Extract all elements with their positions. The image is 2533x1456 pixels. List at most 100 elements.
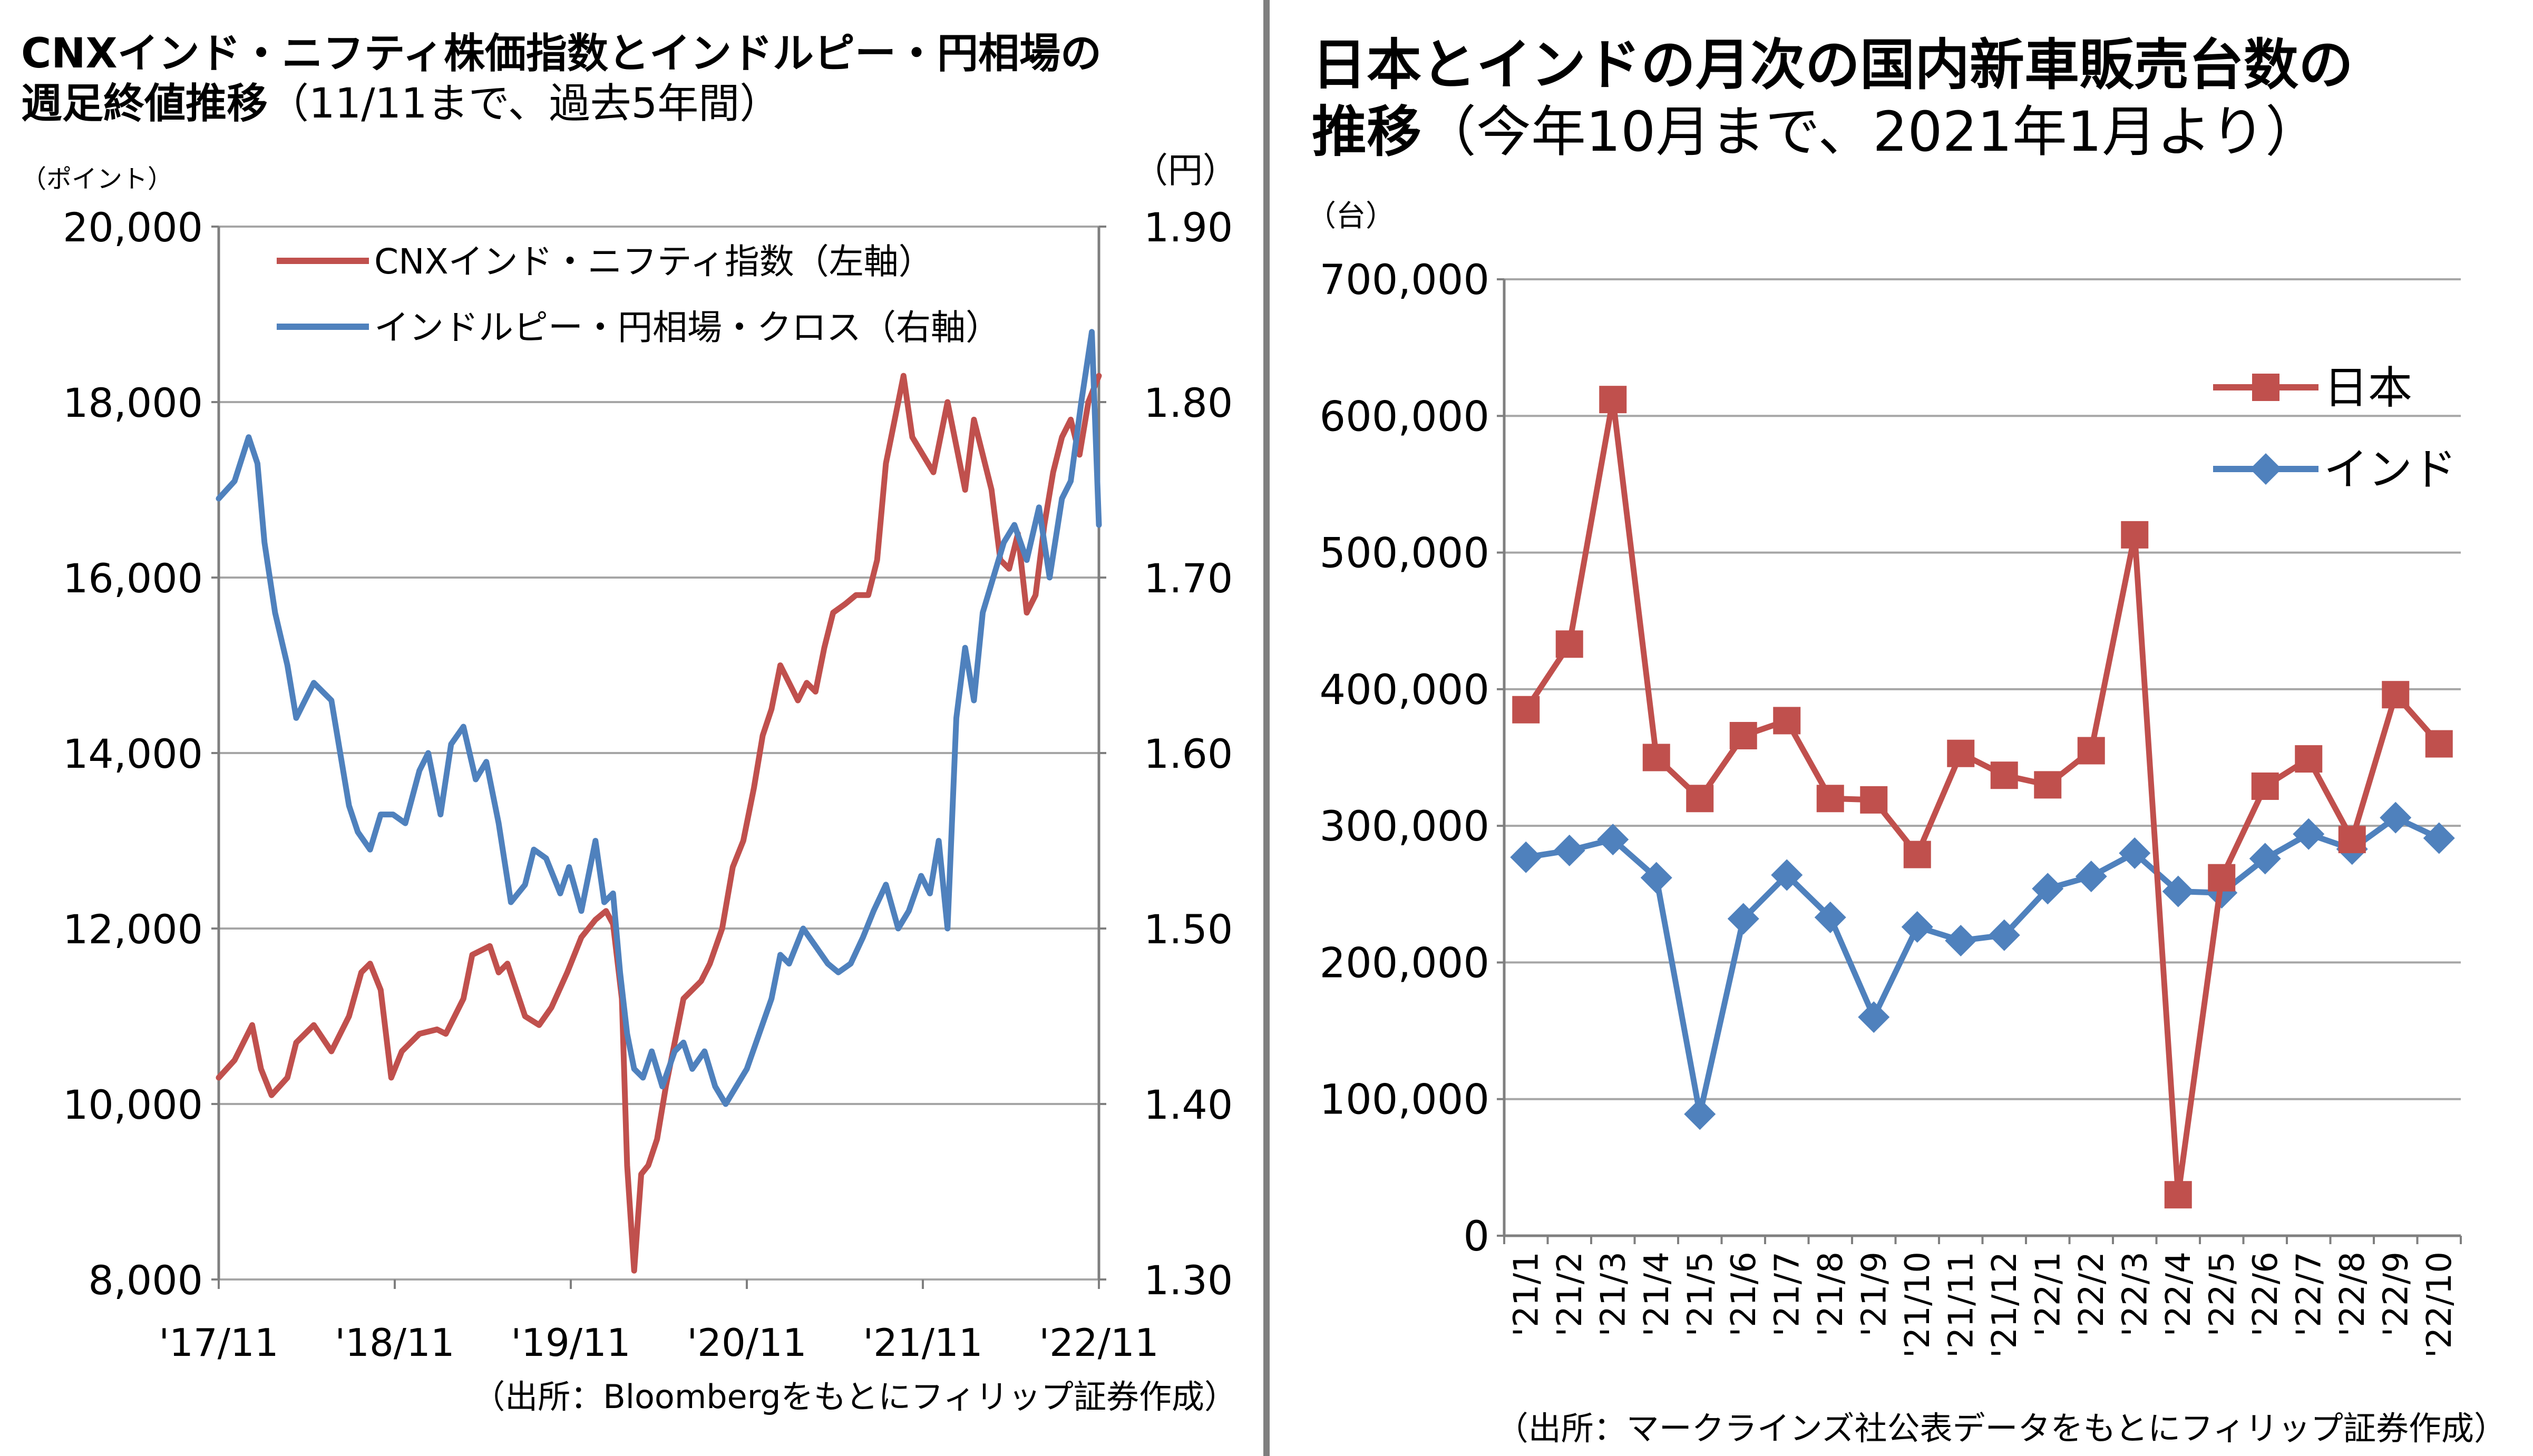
left-chart-title: CNXインド・ニフティ株価指数とインドルピー・円相場の 週足終値推移（11/11… xyxy=(21,29,1102,129)
india-data-point xyxy=(1814,901,1846,933)
left-y-tick-label: 20,000 xyxy=(63,204,203,251)
right-source-note: （出所：マークラインズ社公表データをもとにフィリップ証券作成） xyxy=(1495,1409,2507,1448)
japan-data-point xyxy=(2382,681,2410,709)
x-tick-label: '21/2 xyxy=(1551,1252,1590,1336)
japan-data-point xyxy=(2295,745,2323,773)
japan-data-point xyxy=(1816,785,1844,813)
x-tick-label: '22/9 xyxy=(2376,1252,2415,1336)
india-data-point xyxy=(1510,841,1542,873)
y-tick-label: 600,000 xyxy=(1319,393,1489,441)
y-tick-label: 300,000 xyxy=(1319,803,1489,851)
left-title-line2: 週足終値推移（11/11まで、過去5年間） xyxy=(21,79,1102,129)
x-tick-label: '18/11 xyxy=(335,1321,454,1365)
x-tick-label: '22/6 xyxy=(2246,1252,2285,1336)
y-tick-label: 0 xyxy=(1463,1213,1489,1260)
rupee-series-line xyxy=(216,329,1102,1107)
legend-entry: インドルピー・円相場・クロス（右軸） xyxy=(374,307,1000,348)
x-tick-label: '21/11 xyxy=(1942,1252,1981,1358)
japan-data-point xyxy=(2164,1181,2192,1209)
japan-data-point xyxy=(1773,707,1801,735)
y-tick-label: 400,000 xyxy=(1319,667,1489,714)
x-tick-label: '21/9 xyxy=(1855,1252,1894,1336)
car-sales-chart: 0 100,000 200,000 300,000 400,000 500,000 600,… xyxy=(1319,257,2462,1358)
x-tick-label: '22/8 xyxy=(2333,1252,2372,1336)
japan-data-point xyxy=(1729,722,1757,750)
x-tick-label: '19/11 xyxy=(511,1321,630,1365)
right-y-tick-label: 1.50 xyxy=(1144,906,1233,953)
right-chart-title: 日本とインドの月次の国内新車販売台数の 推移（今年10月まで、2021年1月より… xyxy=(1312,32,2353,165)
x-tick-label: '22/10 xyxy=(2420,1252,2459,1358)
y-tick-label: 500,000 xyxy=(1319,530,1489,578)
legend-entry: CNXインド・ニフティ指数（左軸） xyxy=(374,241,933,282)
x-tick-label: '22/4 xyxy=(2159,1252,2198,1336)
nifty-rupee-panel: CNXインド・ニフティ株価指数とインドルピー・円相場の 週足終値推移（11/11… xyxy=(0,0,1266,1456)
india-data-point xyxy=(1597,824,1629,856)
nifty-rupee-chart: 8,000 1.30 10,000 1.40 12,000 1.50 14,000 1.60 1… xyxy=(63,204,1233,1365)
right-title-note: （今年10月まで、2021年1月より） xyxy=(1421,99,2320,164)
japan-data-point xyxy=(1555,630,1583,658)
india-data-point xyxy=(1553,834,1585,866)
india-data-point xyxy=(1901,911,1933,943)
japan-data-point xyxy=(1903,841,1931,868)
japan-data-point xyxy=(2251,772,2279,800)
left-title-main: 週足終値推移 xyxy=(21,80,268,128)
sales-axis-unit: （台） xyxy=(1307,199,1395,233)
legend-entry: インド xyxy=(2324,444,2457,495)
x-tick-label: '17/11 xyxy=(159,1321,278,1365)
japan-data-point xyxy=(2208,864,2236,892)
right-y-tick-label: 1.70 xyxy=(1144,555,1233,602)
japan-series-line xyxy=(1523,396,2441,1198)
x-tick-label: '22/1 xyxy=(2029,1252,2068,1336)
japan-data-point xyxy=(2034,771,2062,799)
right-y-tick-label: 1.80 xyxy=(1144,379,1233,426)
japan-data-point xyxy=(1599,386,1627,414)
india-data-point xyxy=(1858,1001,1890,1033)
left-y-tick-label: 16,000 xyxy=(63,555,203,602)
left-y-tick-label: 14,000 xyxy=(63,730,203,777)
left-axis-unit: （ポイント） xyxy=(21,164,173,194)
india-series-line xyxy=(1525,815,2441,1117)
japan-data-point xyxy=(1947,739,1975,767)
y-tick-label: 700,000 xyxy=(1319,257,1489,304)
japan-data-point xyxy=(1642,744,1670,771)
y-tick-label: 200,000 xyxy=(1319,940,1489,987)
india-data-point xyxy=(2162,875,2194,907)
x-tick-label: '22/5 xyxy=(2203,1252,2242,1336)
india-data-point xyxy=(2119,837,2151,869)
x-tick-label: '21/8 xyxy=(1811,1252,1850,1336)
japan-data-point xyxy=(1686,785,1714,813)
india-data-point xyxy=(1771,859,1803,891)
india-data-point xyxy=(2293,818,2325,850)
japan-data-point xyxy=(2425,730,2453,758)
left-y-tick-label: 18,000 xyxy=(63,379,203,426)
x-tick-label: '22/11 xyxy=(1039,1321,1158,1365)
india-data-point xyxy=(1684,1098,1716,1130)
x-tick-label: '21/1 xyxy=(1507,1252,1546,1336)
x-tick-label: '21/6 xyxy=(1725,1252,1764,1336)
india-legend-marker xyxy=(2250,453,2282,485)
right-axis-unit: （円） xyxy=(1133,150,1238,191)
x-tick-label: '22/7 xyxy=(2290,1252,2329,1336)
india-data-point xyxy=(2075,861,2107,893)
y-tick-label: 100,000 xyxy=(1319,1077,1489,1124)
india-data-point xyxy=(2423,822,2455,854)
india-data-point xyxy=(2249,843,2281,875)
nifty-series-line xyxy=(216,373,1102,1274)
japan-legend-marker xyxy=(2252,374,2279,401)
india-data-point xyxy=(1727,903,1759,935)
car-sales-panel: 日本とインドの月次の国内新車販売台数の 推移（今年10月まで、2021年1月より… xyxy=(1266,0,2533,1456)
legend-entry: 日本 xyxy=(2324,362,2412,414)
india-data-point xyxy=(2380,802,2412,834)
india-data-point xyxy=(1945,924,1977,956)
x-tick-label: '22/2 xyxy=(2072,1252,2111,1336)
right-y-tick-label: 1.40 xyxy=(1144,1081,1233,1128)
x-tick-label: '21/12 xyxy=(1985,1252,2024,1358)
japan-data-point xyxy=(1990,761,2018,789)
left-y-tick-label: 10,000 xyxy=(63,1081,203,1128)
x-tick-label: '20/11 xyxy=(687,1321,806,1365)
right-title-line1: 日本とインドの月次の国内新車販売台数の xyxy=(1312,33,2354,97)
japan-data-point xyxy=(1860,786,1888,814)
left-title-note: （11/11まで、過去5年間） xyxy=(268,80,781,128)
left-title-line1: CNXインド・ニフティ株価指数とインドルピー・円相場の xyxy=(21,30,1102,77)
india-data-point xyxy=(1988,919,2020,951)
